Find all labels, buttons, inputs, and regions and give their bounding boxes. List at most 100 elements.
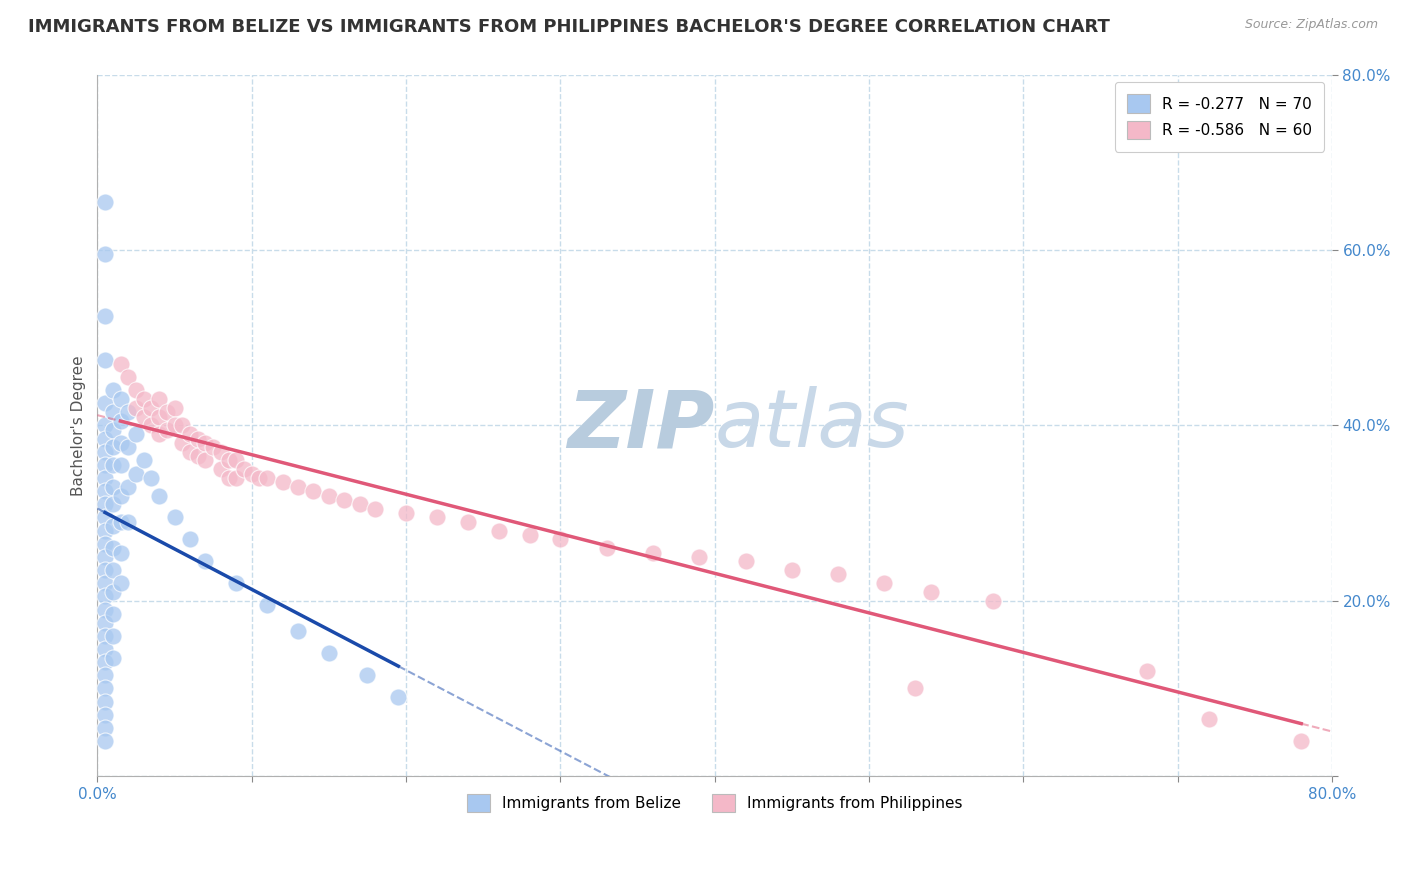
Point xyxy=(94,590,117,604)
Point xyxy=(117,515,139,529)
Point xyxy=(218,453,240,467)
Text: IMMIGRANTS FROM BELIZE VS IMMIGRANTS FROM PHILIPPINES BACHELOR'S DEGREE CORRELAT: IMMIGRANTS FROM BELIZE VS IMMIGRANTS FRO… xyxy=(28,18,1109,36)
Point xyxy=(148,489,170,503)
Point xyxy=(218,471,240,485)
Point xyxy=(920,585,942,599)
Point xyxy=(163,510,186,524)
Point xyxy=(101,384,124,398)
Point xyxy=(94,484,117,499)
Point xyxy=(333,492,356,507)
Point xyxy=(641,545,664,559)
Point xyxy=(194,453,217,467)
Point xyxy=(163,401,186,415)
Point xyxy=(395,506,418,520)
Point xyxy=(94,642,117,657)
Text: ZIP: ZIP xyxy=(568,386,714,465)
Point xyxy=(287,624,309,639)
Point xyxy=(94,309,117,323)
Point xyxy=(94,352,117,367)
Point xyxy=(163,418,186,433)
Point xyxy=(94,247,117,261)
Point xyxy=(94,537,117,551)
Point xyxy=(364,501,387,516)
Point xyxy=(117,480,139,494)
Point xyxy=(1136,664,1159,678)
Point xyxy=(94,396,117,410)
Point xyxy=(117,440,139,454)
Point xyxy=(156,405,179,419)
Point xyxy=(1289,734,1312,748)
Point xyxy=(101,563,124,577)
Point xyxy=(148,427,170,442)
Point xyxy=(187,449,209,463)
Point xyxy=(356,668,378,682)
Point xyxy=(125,467,148,481)
Point xyxy=(101,585,124,599)
Point xyxy=(904,681,927,696)
Point xyxy=(132,409,155,424)
Text: atlas: atlas xyxy=(714,386,910,465)
Point xyxy=(595,541,617,556)
Point xyxy=(94,668,117,682)
Point xyxy=(1198,712,1220,726)
Point xyxy=(101,519,124,533)
Point xyxy=(101,497,124,511)
Point xyxy=(101,650,124,665)
Point xyxy=(94,721,117,735)
Point xyxy=(101,629,124,643)
Point xyxy=(110,545,132,559)
Point xyxy=(550,533,572,547)
Point xyxy=(94,655,117,669)
Point xyxy=(94,681,117,696)
Point xyxy=(125,401,148,415)
Point xyxy=(94,524,117,538)
Point xyxy=(94,576,117,591)
Point xyxy=(141,418,163,433)
Point xyxy=(101,405,124,419)
Point xyxy=(225,453,247,467)
Point xyxy=(110,515,132,529)
Point xyxy=(318,646,340,660)
Point xyxy=(94,418,117,433)
Point xyxy=(94,458,117,472)
Point xyxy=(94,510,117,524)
Point xyxy=(209,462,232,476)
Point xyxy=(110,458,132,472)
Point xyxy=(101,423,124,437)
Point xyxy=(156,423,179,437)
Point xyxy=(271,475,294,490)
Point xyxy=(94,432,117,446)
Point xyxy=(318,489,340,503)
Point xyxy=(225,471,247,485)
Point xyxy=(194,554,217,568)
Point xyxy=(141,401,163,415)
Point xyxy=(94,549,117,564)
Point xyxy=(827,567,849,582)
Point xyxy=(349,497,371,511)
Point xyxy=(734,554,756,568)
Point xyxy=(302,484,325,499)
Point xyxy=(110,576,132,591)
Point xyxy=(287,480,309,494)
Point xyxy=(488,524,510,538)
Point xyxy=(94,194,117,209)
Point xyxy=(172,418,194,433)
Point xyxy=(101,480,124,494)
Point xyxy=(94,615,117,630)
Point xyxy=(519,528,541,542)
Point xyxy=(117,370,139,384)
Point xyxy=(110,489,132,503)
Point xyxy=(240,467,263,481)
Point xyxy=(101,541,124,556)
Point xyxy=(256,598,278,612)
Point xyxy=(225,576,247,591)
Point xyxy=(101,607,124,621)
Point xyxy=(94,563,117,577)
Point xyxy=(256,471,278,485)
Point xyxy=(387,690,409,705)
Point xyxy=(981,593,1004,607)
Point xyxy=(94,629,117,643)
Point xyxy=(194,436,217,450)
Point xyxy=(101,440,124,454)
Point xyxy=(179,533,201,547)
